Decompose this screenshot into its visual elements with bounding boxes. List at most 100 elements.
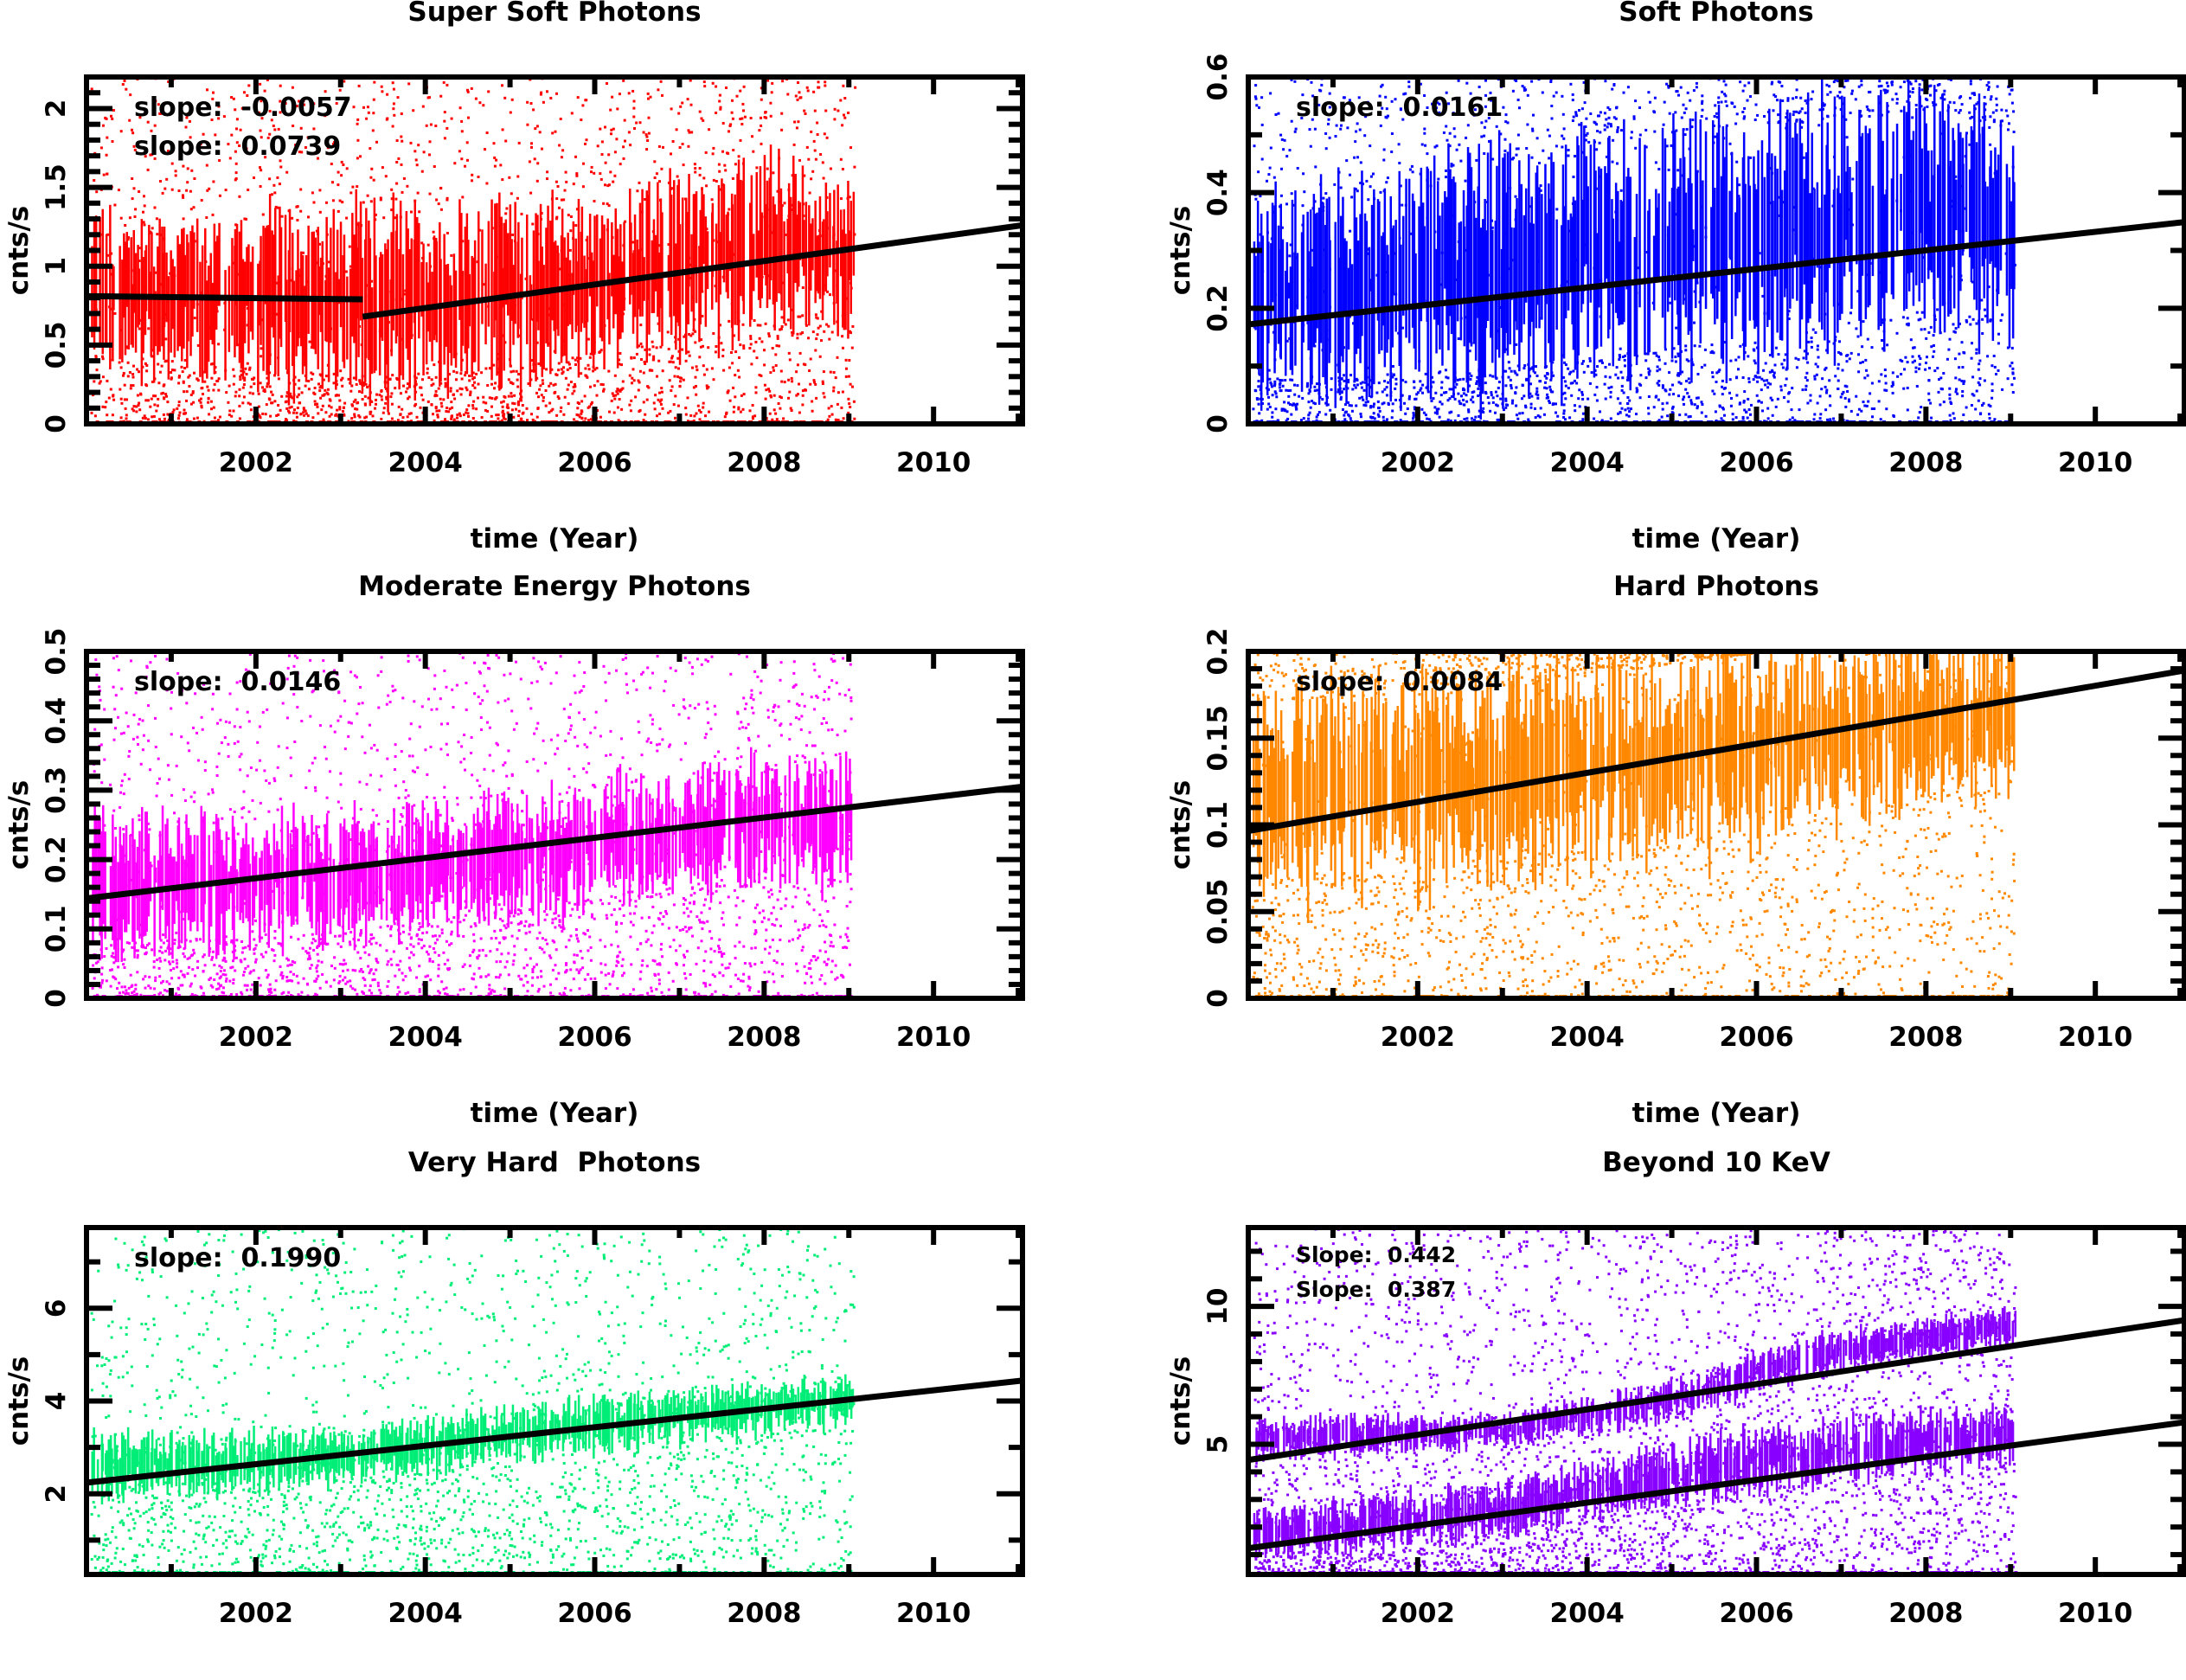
data-point [569,260,572,324]
data-point [658,413,661,415]
data-point [1281,138,1284,141]
data-point [328,405,330,407]
data-point [1796,366,1798,369]
data-point [817,317,819,320]
data-point [1610,125,1612,127]
data-point [1447,376,1450,379]
data-point [120,366,123,369]
data-point [535,377,538,380]
data-point [740,123,743,125]
data-point [1814,378,1817,381]
data-point [571,112,574,114]
data-point [1574,155,1576,157]
data-point [634,215,637,317]
data-point [1828,379,1830,382]
data-point [1547,396,1549,399]
data-point [1561,95,1563,98]
data-point [1582,413,1585,415]
data-point [1860,80,1862,82]
data-point [1834,375,1837,377]
data-point [733,406,735,408]
data-point [1441,403,1444,406]
data-point [516,176,519,178]
data-point [1434,392,1437,394]
data-point [265,413,267,415]
data-point [1311,375,1313,378]
data-point [446,232,449,234]
data-point [522,367,524,369]
data-point [847,398,849,401]
data-point [370,401,373,403]
data-point [1551,118,1554,120]
data-point [427,376,430,379]
data-point [757,324,760,326]
data-point [155,410,157,413]
data-point [178,189,181,192]
data-point [370,280,373,283]
data-point [1713,351,1715,354]
data-point [451,414,453,417]
data-point [380,418,382,420]
data-point [324,393,326,395]
data-point [788,391,791,394]
data-point [1294,190,1297,366]
data-point [1413,381,1415,383]
data-point [605,162,607,164]
data-point [384,402,387,405]
data-point [1649,369,1651,372]
data-point [1614,211,1617,214]
data-point [1686,128,1689,131]
data-point [277,356,279,359]
data-point [540,218,542,221]
data-point [1452,393,1455,395]
data-point [439,259,442,382]
data-point [1690,183,1693,383]
data-point [557,395,560,398]
data-point [1588,357,1591,360]
data-point [1645,376,1648,379]
data-point [1757,249,1760,252]
data-point [410,211,413,214]
data-point [336,394,338,396]
data-point [688,129,690,131]
data-point [1579,405,1581,407]
data-point [1270,147,1272,150]
data-point [546,90,548,93]
data-point [593,341,596,343]
data-point [1363,389,1366,392]
data-point [1440,387,1443,389]
data-point [764,384,766,387]
data-point [816,122,818,125]
data-point [266,403,268,406]
data-point [1394,293,1397,296]
data-point [536,233,539,235]
data-point [163,418,166,420]
data-point [555,217,558,220]
data-point [1467,408,1470,411]
data-point [545,405,548,407]
data-point [703,85,706,87]
data-point [739,90,741,93]
data-point [1313,345,1316,348]
data-point [223,302,226,305]
data-point [1649,101,1651,104]
data-point [127,375,130,377]
data-point [1495,377,1497,380]
data-point [1772,201,1774,358]
data-point [511,408,514,411]
data-point [1552,403,1555,406]
data-point [1496,166,1498,349]
data-point [796,337,798,339]
data-point [475,373,478,375]
data-point [760,375,762,377]
data-point [243,395,246,398]
data-point [1892,131,1894,299]
data-point [1443,131,1446,134]
data-point [1663,124,1665,126]
data-point [1445,125,1447,128]
data-point [159,180,162,183]
data-point [1687,92,1689,94]
data-point [573,183,575,185]
data-point [289,209,292,332]
data-point [1302,204,1305,207]
